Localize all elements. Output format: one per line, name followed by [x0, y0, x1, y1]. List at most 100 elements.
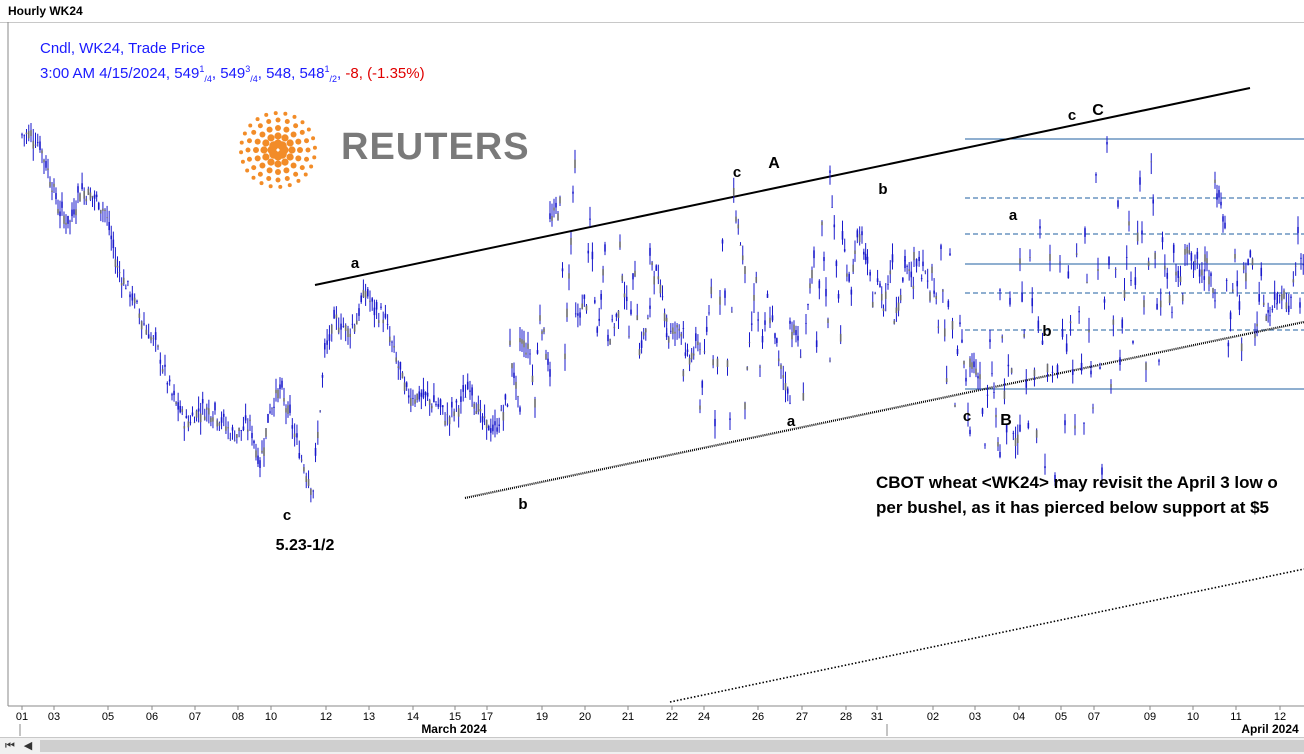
candle-body — [1106, 141, 1108, 145]
candle-body — [210, 417, 212, 423]
candle-body — [164, 364, 166, 367]
candle-body — [876, 278, 879, 282]
candle-body — [1158, 360, 1160, 362]
candle-body — [433, 395, 435, 403]
candle-body — [986, 394, 989, 396]
candle-body — [47, 168, 49, 171]
logo-dot — [267, 134, 275, 142]
candle-body — [724, 290, 726, 298]
legend-change: -8, — [345, 65, 363, 82]
candle-body — [829, 360, 831, 362]
candle-body — [1054, 474, 1056, 482]
candle-body — [175, 402, 177, 405]
scroll-first-icon[interactable]: ⏮ — [5, 740, 15, 752]
scrollbar-thumb[interactable] — [40, 740, 1304, 752]
candle-body — [305, 476, 308, 482]
candle-body — [989, 339, 991, 343]
candle-body — [236, 434, 238, 438]
legend-high: 5493/4, — [220, 64, 262, 84]
candle-body — [1141, 230, 1143, 235]
candle-body — [75, 209, 77, 216]
x-tick-label: 10 — [265, 711, 277, 723]
chart-annotation: CBOT wheat <WK24> may revisit the April … — [876, 470, 1278, 520]
candle-body — [897, 302, 900, 311]
trend-channel — [314, 87, 1304, 703]
candle-body — [97, 202, 100, 210]
horizontal-scrollbar[interactable]: ⏮ ◀ — [0, 737, 1304, 754]
candle-body — [100, 210, 102, 214]
candle-body — [647, 318, 649, 320]
x-tick-label: 12 — [320, 711, 332, 723]
logo-dot — [246, 156, 252, 162]
candle-body — [45, 161, 47, 168]
candle-body — [138, 313, 141, 318]
candle-body — [283, 397, 285, 402]
candle-body — [91, 195, 94, 198]
candle-body — [328, 334, 331, 341]
logo-dot — [283, 167, 290, 174]
candle-body — [351, 323, 354, 325]
logo-dot — [274, 132, 282, 140]
candle-body — [296, 433, 298, 438]
candle-body — [967, 412, 969, 416]
candle-body — [589, 218, 591, 220]
logo-dot — [275, 117, 281, 123]
candle-body — [1229, 312, 1232, 320]
candle-body — [231, 427, 234, 431]
candle-body — [490, 428, 492, 433]
candle-body — [1090, 370, 1092, 375]
x-tick-label: 19 — [536, 711, 548, 723]
candle-body — [997, 442, 999, 447]
scroll-left-icon[interactable]: ◀ — [23, 740, 33, 752]
candle-body — [619, 241, 621, 248]
x-tick-label: 01 — [16, 711, 28, 723]
candle-body — [863, 251, 865, 255]
candle-body — [858, 234, 861, 242]
candle-body — [1285, 302, 1288, 309]
logo-dot — [290, 162, 297, 169]
candle-body — [604, 244, 606, 252]
candle-body — [253, 440, 255, 444]
candle-body — [122, 277, 125, 284]
candle-body — [926, 280, 929, 282]
candle-body — [422, 389, 425, 398]
candle-body — [771, 315, 774, 321]
candle-body — [667, 337, 670, 343]
candle-body — [701, 381, 704, 388]
logo-dot — [240, 159, 245, 164]
candle-body — [947, 300, 950, 307]
candle-body — [1220, 201, 1222, 206]
logo-dot — [259, 162, 266, 169]
candle-body — [825, 288, 827, 297]
candle-body — [61, 201, 63, 208]
candle-body — [95, 194, 98, 198]
candle-body — [1103, 299, 1106, 303]
candle-body — [795, 330, 797, 335]
candle-body — [324, 342, 326, 350]
candle-body — [908, 269, 910, 272]
candle-body — [1292, 279, 1295, 283]
candle-body — [49, 181, 51, 187]
candle-body — [1294, 265, 1297, 267]
candle-body — [755, 276, 758, 283]
x-tick-label: 02 — [927, 711, 939, 723]
candle-body — [275, 389, 277, 394]
candle-body — [257, 455, 259, 464]
candle-body — [1247, 259, 1249, 266]
candle-body — [410, 397, 412, 406]
candle-body — [649, 247, 651, 256]
candle-body — [642, 332, 645, 336]
candle-body — [195, 410, 198, 418]
candle-body — [703, 351, 706, 353]
candle-body — [931, 266, 933, 274]
wave-label: b — [518, 496, 527, 513]
candle-body — [1154, 252, 1156, 260]
candle-body — [846, 273, 848, 277]
candle-body — [244, 415, 247, 421]
legend-ohlc: 3:00 AM 4/15/2024, 5491/4, 5493/4, 548, … — [40, 59, 425, 90]
candle-body — [1190, 252, 1193, 261]
candle-body — [657, 276, 660, 280]
candle-body — [1196, 251, 1199, 259]
candle-body — [203, 416, 206, 420]
